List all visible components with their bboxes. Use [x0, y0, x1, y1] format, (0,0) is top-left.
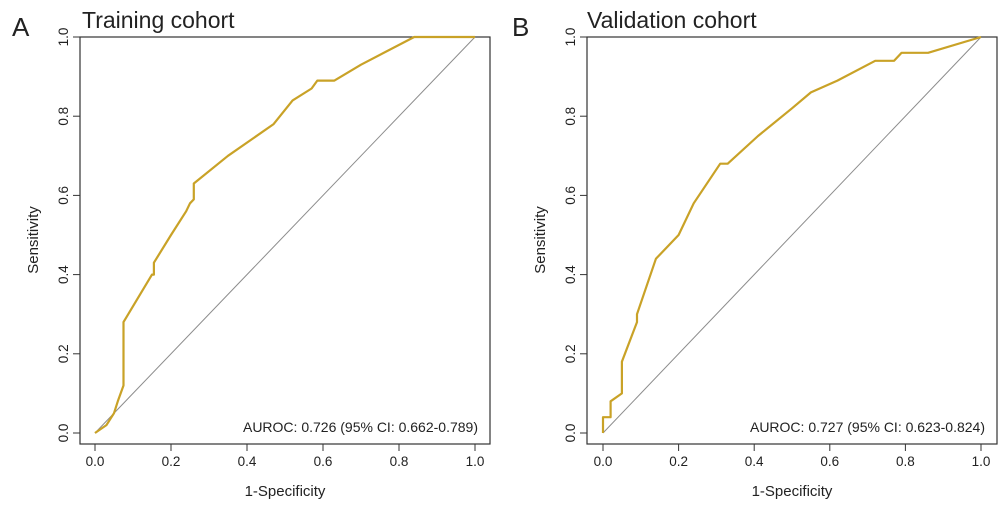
y-ticks: 0.0 0.2 0.4 0.6 0.8 1.0: [563, 28, 587, 443]
y-tick-label: 1.0: [563, 28, 578, 47]
x-ticks: 0.0 0.2 0.4 0.6 0.8 1.0: [86, 444, 485, 469]
y-tick-label: 0.2: [56, 344, 71, 363]
x-axis-label: 1-Specificity: [752, 483, 833, 500]
y-tick-label: 0.0: [563, 424, 578, 443]
y-tick-label: 0.8: [56, 107, 71, 126]
x-tick-label: 0.2: [162, 454, 181, 469]
roc-curve: [94, 35, 475, 434]
x-tick-label: 0.0: [86, 454, 105, 469]
x-tick-label: 0.0: [594, 454, 613, 469]
x-tick-label: 0.4: [745, 454, 764, 469]
y-tick-label: 0.4: [563, 265, 578, 284]
chart-title: Training cohort: [82, 7, 235, 33]
x-tick-label: 1.0: [972, 454, 991, 469]
y-tick-label: 0.6: [56, 186, 71, 205]
x-ticks: 0.0 0.2 0.4 0.6 0.8 1.0: [594, 444, 991, 469]
plot-frame: [586, 36, 998, 445]
y-tick-label: 0.6: [563, 186, 578, 205]
x-tick-label: 1.0: [466, 454, 485, 469]
plot-frame: [79, 36, 491, 445]
panel-letter: A: [12, 12, 30, 42]
y-tick-label: 0.0: [56, 424, 71, 443]
reference-diagonal: [602, 36, 982, 434]
auroc-annotation: AUROC: 0.727 (95% CI: 0.623-0.824): [750, 419, 985, 435]
x-tick-label: 0.8: [896, 454, 915, 469]
x-tick-label: 0.8: [390, 454, 409, 469]
panel-letter: B: [512, 12, 529, 42]
y-tick-label: 1.0: [56, 28, 71, 47]
panel-training: A Training cohort 0.0 0.2 0.4 0.6 0.8 1.0 0.0…: [12, 7, 491, 500]
y-tick-label: 0.4: [56, 265, 71, 284]
y-tick-label: 0.8: [563, 107, 578, 126]
y-axis-label: Sensitivity: [532, 206, 549, 274]
chart-title: Validation cohort: [587, 7, 757, 33]
reference-diagonal: [94, 36, 476, 434]
roc-curve: [601, 35, 982, 433]
y-tick-label: 0.2: [563, 344, 578, 363]
x-tick-label: 0.2: [669, 454, 688, 469]
auroc-annotation: AUROC: 0.726 (95% CI: 0.662-0.789): [243, 419, 478, 435]
x-axis-label: 1-Specificity: [245, 483, 326, 500]
x-tick-label: 0.6: [314, 454, 333, 469]
x-tick-label: 0.6: [820, 454, 839, 469]
panel-validation: B Validation cohort 0.0 0.2 0.4 0.6 0.8 1.0 0…: [512, 7, 998, 500]
y-ticks: 0.0 0.2 0.4 0.6 0.8 1.0: [56, 28, 80, 443]
x-tick-label: 0.4: [238, 454, 257, 469]
y-axis-label: Sensitivity: [25, 206, 42, 274]
